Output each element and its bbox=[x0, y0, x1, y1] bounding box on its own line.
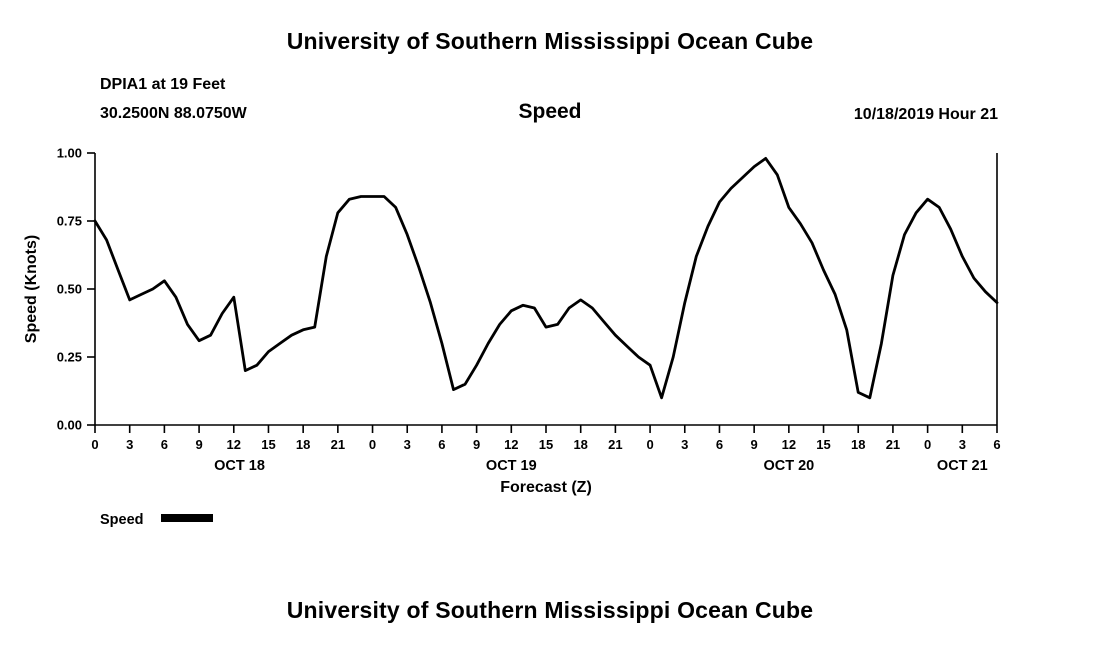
x-tick-label: 12 bbox=[227, 437, 241, 452]
chart-subtitle: Speed bbox=[518, 100, 582, 123]
legend-label: Speed bbox=[100, 512, 144, 528]
x-axis-title: Forecast (Z) bbox=[500, 479, 592, 496]
y-tick-label: 1.00 bbox=[57, 146, 82, 161]
page-title: University of Southern Mississippi Ocean… bbox=[286, 28, 814, 54]
x-tick-label: 3 bbox=[681, 437, 688, 452]
x-day-label: OCT 19 bbox=[486, 458, 537, 474]
x-tick-label: 6 bbox=[161, 437, 168, 452]
station-label: DPIA1 at 19 Feet bbox=[100, 76, 226, 93]
x-tick-label: 3 bbox=[126, 437, 133, 452]
y-tick-label: 0.75 bbox=[57, 214, 82, 229]
x-tick-label: 0 bbox=[646, 437, 653, 452]
forecast-datetime-label: 10/18/2019 Hour 21 bbox=[853, 106, 998, 123]
y-tick-label: 0.25 bbox=[57, 350, 82, 365]
x-tick-label: 0 bbox=[91, 437, 98, 452]
y-tick-label: 0.50 bbox=[57, 282, 82, 297]
x-tick-label: 6 bbox=[438, 437, 445, 452]
x-tick-label: 0 bbox=[924, 437, 931, 452]
x-tick-label: 18 bbox=[296, 437, 310, 452]
speed-series-line bbox=[93, 156, 999, 400]
x-tick-label: 15 bbox=[539, 437, 553, 452]
y-tick-label: 0.00 bbox=[57, 418, 82, 433]
x-tick-label: 0 bbox=[369, 437, 376, 452]
x-day-label: OCT 21 bbox=[937, 458, 988, 474]
legend-line-swatch bbox=[161, 514, 213, 522]
x-tick-label: 6 bbox=[993, 437, 1000, 452]
x-day-label: OCT 20 bbox=[763, 458, 814, 474]
x-tick-label: 21 bbox=[886, 437, 900, 452]
x-tick-label: 3 bbox=[959, 437, 966, 452]
x-tick-label: 12 bbox=[504, 437, 518, 452]
x-tick-label: 21 bbox=[331, 437, 345, 452]
x-tick-label: 18 bbox=[573, 437, 587, 452]
coordinates-label: 30.2500N 88.0750W bbox=[100, 105, 247, 122]
x-tick-label: 18 bbox=[851, 437, 865, 452]
x-tick-label: 9 bbox=[473, 437, 480, 452]
x-tick-label: 6 bbox=[716, 437, 723, 452]
x-tick-label: 3 bbox=[404, 437, 411, 452]
x-tick-label: 9 bbox=[751, 437, 758, 452]
x-tick-label: 9 bbox=[195, 437, 202, 452]
x-tick-label: 15 bbox=[816, 437, 830, 452]
x-tick-label: 21 bbox=[608, 437, 622, 452]
x-tick-label: 15 bbox=[261, 437, 275, 452]
x-day-label: OCT 18 bbox=[214, 458, 265, 474]
y-axis-title: Speed (Knots) bbox=[23, 235, 40, 343]
footer-title: University of Southern Mississippi Ocean… bbox=[286, 597, 814, 623]
x-tick-label: 12 bbox=[782, 437, 796, 452]
